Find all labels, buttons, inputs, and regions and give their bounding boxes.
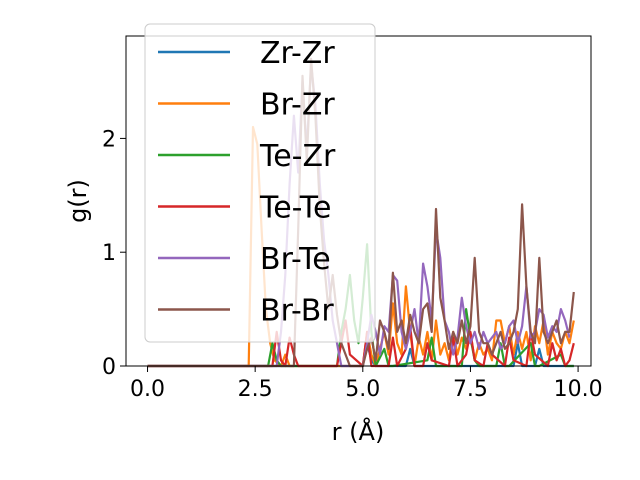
y-tick-label: 0 xyxy=(102,355,116,380)
y-axis-label: g(r) xyxy=(64,179,92,223)
legend-label: Br-Br xyxy=(260,294,334,329)
legend-label: Te-Te xyxy=(259,191,331,226)
series-line-br-zr xyxy=(147,125,575,368)
x-tick-label: 2.5 xyxy=(238,377,273,402)
legend-label: Br-Zr xyxy=(260,88,335,123)
y-tick-label: 1 xyxy=(102,241,116,266)
x-axis-label: r (Å) xyxy=(332,417,385,446)
legend: Zr-Zr Br-Zr Te-Zr Te-Te Br-Te Br-Br xyxy=(144,23,376,343)
x-tick-label: 10.0 xyxy=(554,377,603,402)
x-tick-label: 5.0 xyxy=(345,377,380,402)
legend-label: Br-Te xyxy=(260,242,331,277)
x-tick-label: 0.0 xyxy=(130,377,165,402)
legend-label: Zr-Zr xyxy=(260,36,335,71)
tick-layer: 0.0 2.5 5.0 7.5 10.0 0 1 2 xyxy=(102,127,603,402)
x-tick-label: 7.5 xyxy=(453,377,488,402)
y-tick-label: 2 xyxy=(102,127,116,152)
legend-label: Te-Zr xyxy=(259,139,336,174)
